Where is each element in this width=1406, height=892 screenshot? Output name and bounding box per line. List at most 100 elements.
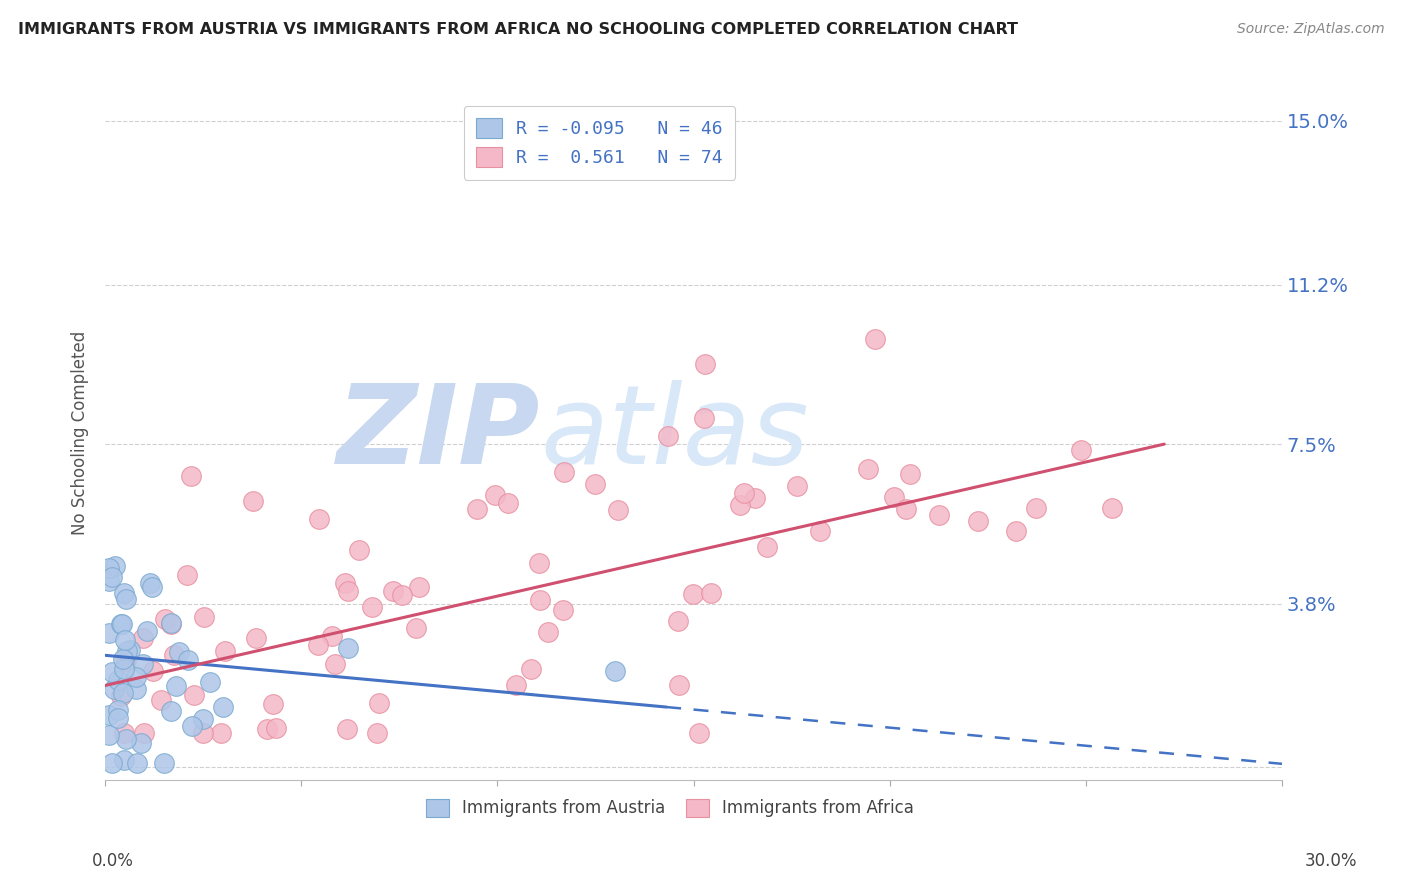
Point [606,503,628,517]
Point [176,652,198,666]
Point [120,642,142,657]
Point [100,569,122,583]
Point [98,561,121,575]
Point [693,410,716,425]
Point [361,599,384,614]
Point [262,697,284,711]
Point [366,726,388,740]
Point [101,756,124,770]
Point [165,679,187,693]
Point [98,574,121,589]
Point [98,708,121,723]
Point [125,756,148,770]
Point [135,624,157,638]
Point [699,586,721,600]
Point [666,614,689,628]
Point [657,428,679,442]
Point [264,721,287,735]
Point [529,592,551,607]
Point [153,756,176,770]
Point [132,726,155,740]
Point [141,580,163,594]
Point [382,584,405,599]
Point [180,469,202,483]
Point [1101,500,1123,515]
Point [605,664,627,678]
Point [149,693,172,707]
Point [323,657,346,671]
Point [308,638,330,652]
Point [321,629,343,643]
Text: 30.0%: 30.0% [1305,852,1357,870]
Point [160,617,183,632]
Point [107,673,129,688]
Point [465,502,488,516]
Point [858,462,880,476]
Point [112,652,135,666]
Point [484,488,506,502]
Point [110,690,132,704]
Y-axis label: No Schooling Completed: No Schooling Completed [72,331,89,535]
Text: atlas: atlas [541,380,810,487]
Point [183,688,205,702]
Point [337,583,360,598]
Point [193,726,215,740]
Point [114,592,136,607]
Point [583,477,606,491]
Point [756,540,779,554]
Text: Source: ZipAtlas.com: Source: ZipAtlas.com [1237,22,1385,37]
Point [245,631,267,645]
Point [98,626,121,640]
Point [496,496,519,510]
Point [114,633,136,648]
Point [333,576,356,591]
Point [112,753,135,767]
Point [110,616,132,631]
Point [347,543,370,558]
Point [160,704,183,718]
Legend: Immigrants from Austria, Immigrants from Africa: Immigrants from Austria, Immigrants from… [419,792,921,824]
Point [505,678,527,692]
Point [98,728,121,742]
Point [368,696,391,710]
Point [112,726,135,740]
Text: IMMIGRANTS FROM AUSTRIA VS IMMIGRANTS FROM AFRICA NO SCHOOLING COMPLETED CORRELA: IMMIGRANTS FROM AUSTRIA VS IMMIGRANTS FR… [18,22,1018,37]
Point [112,662,135,676]
Point [537,625,560,640]
Point [111,617,134,632]
Point [256,722,278,736]
Point [551,603,574,617]
Point [786,478,808,492]
Point [193,610,215,624]
Point [176,567,198,582]
Text: 0.0%: 0.0% [91,852,134,870]
Point [733,486,755,500]
Point [728,498,751,512]
Point [115,732,138,747]
Point [688,726,710,740]
Point [1025,500,1047,515]
Point [115,643,138,657]
Point [242,494,264,508]
Point [103,681,125,696]
Point [112,586,135,600]
Point [214,644,236,658]
Point [1070,443,1092,458]
Point [896,502,918,516]
Point [808,524,831,538]
Point [101,665,124,680]
Text: ZIP: ZIP [337,380,541,487]
Point [167,645,190,659]
Point [132,657,155,671]
Point [928,508,950,522]
Point [212,700,235,714]
Point [103,558,125,573]
Point [107,703,129,717]
Point [337,641,360,656]
Point [163,648,186,662]
Point [107,711,129,725]
Point [553,465,575,479]
Point [863,332,886,346]
Point [693,357,716,371]
Point [391,588,413,602]
